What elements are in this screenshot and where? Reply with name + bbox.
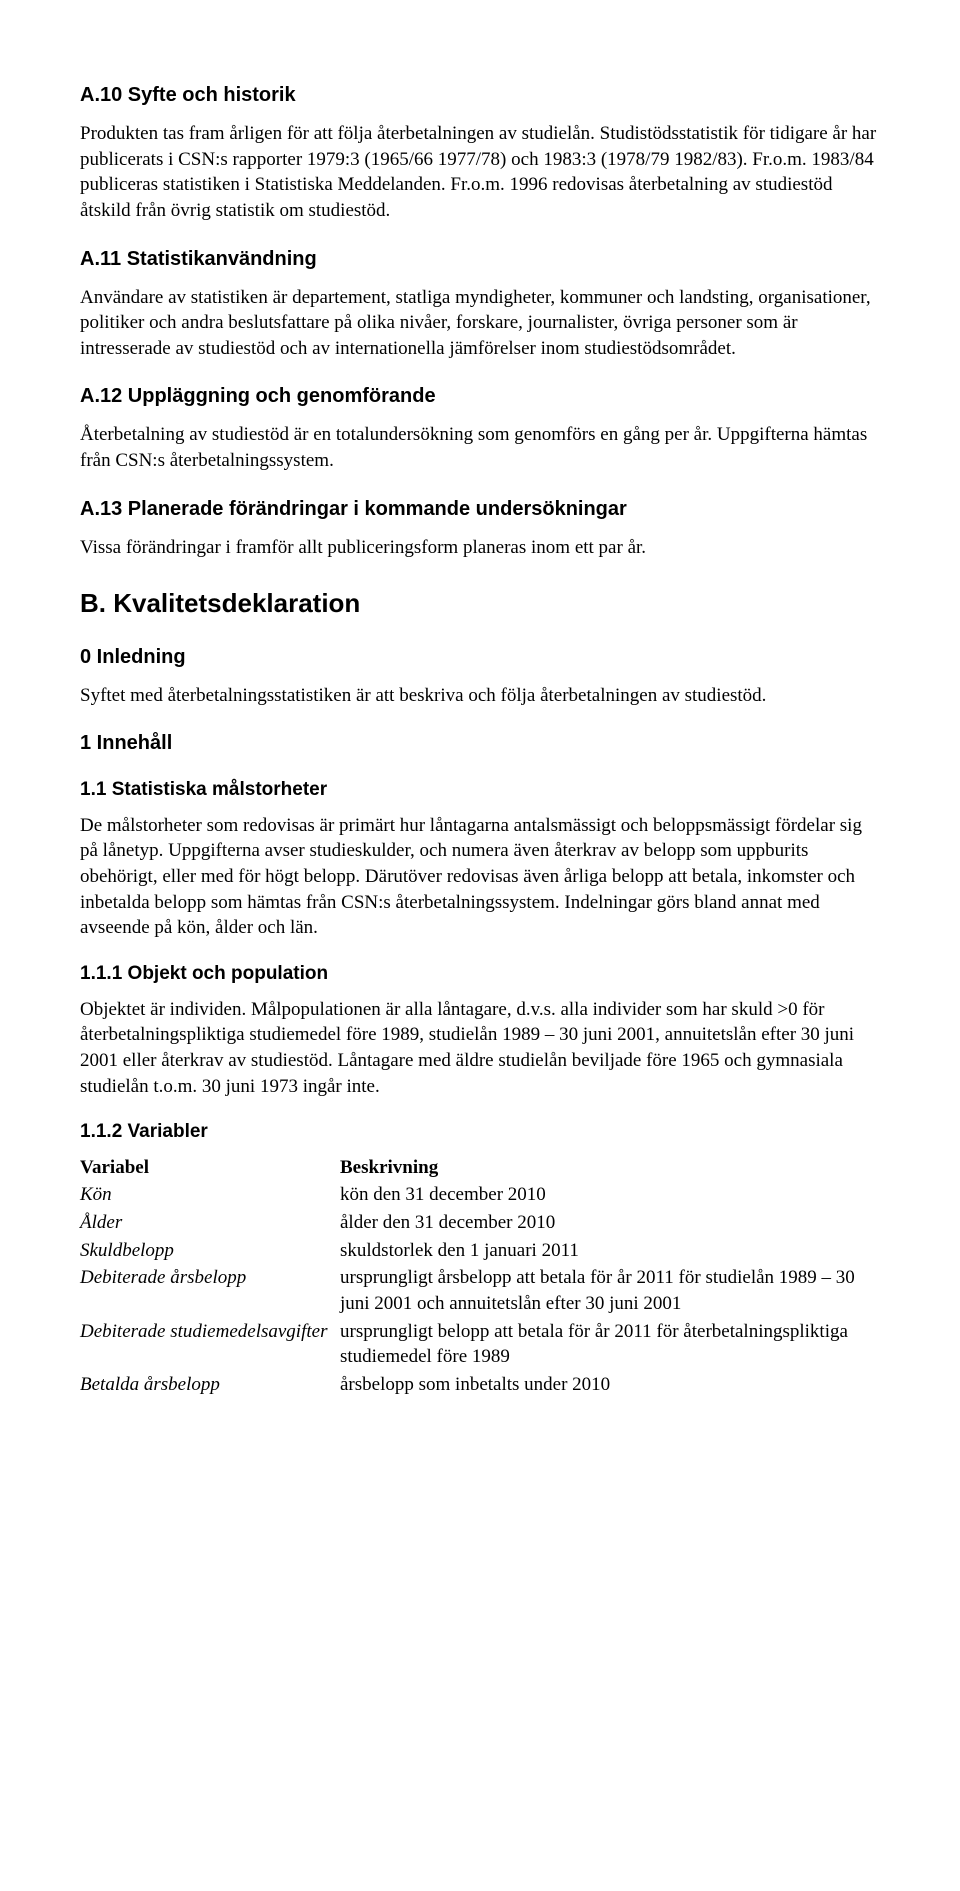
paragraph-1-1-1: Objektet är individen. Målpopulationen ä… <box>80 997 880 1100</box>
table-row: Betalda årsbelopp årsbelopp som inbetalt… <box>80 1372 880 1400</box>
heading-a12: A.12 Uppläggning och genomförande <box>80 383 880 410</box>
var-name: Kön <box>80 1182 340 1210</box>
heading-a11: A.11 Statistikanvändning <box>80 246 880 273</box>
paragraph-1-1: De målstorheter som redovisas är primärt… <box>80 813 880 941</box>
paragraph-a11: Användare av statistiken är departement,… <box>80 285 880 362</box>
table-row: Debiterade årsbelopp ursprungligt årsbel… <box>80 1265 880 1318</box>
paragraph-a12: Återbetalning av studiestöd är en totalu… <box>80 422 880 473</box>
col-header-variabel: Variabel <box>80 1155 340 1183</box>
heading-b: B. Kvalitetsdeklaration <box>80 586 880 621</box>
heading-a13: A.13 Planerade förändringar i kommande u… <box>80 496 880 523</box>
table-header-row: Variabel Beskrivning <box>80 1155 880 1183</box>
var-name: Debiterade årsbelopp <box>80 1265 340 1318</box>
var-desc: ursprungligt årsbelopp att betala för år… <box>340 1265 880 1318</box>
var-desc: skuldstorlek den 1 januari 2011 <box>340 1238 880 1266</box>
table-row: Debiterade studiemedelsavgifter ursprung… <box>80 1319 880 1372</box>
table-row: Skuldbelopp skuldstorlek den 1 januari 2… <box>80 1238 880 1266</box>
paragraph-0: Syftet med återbetalningsstatistiken är … <box>80 683 880 709</box>
var-name: Ålder <box>80 1210 340 1238</box>
paragraph-a10: Produkten tas fram årligen för att följa… <box>80 121 880 224</box>
heading-1-1-1: 1.1.1 Objekt och population <box>80 961 880 987</box>
heading-0: 0 Inledning <box>80 644 880 671</box>
var-name: Debiterade studiemedelsavgifter <box>80 1319 340 1372</box>
heading-1: 1 Innehåll <box>80 730 880 757</box>
heading-a10: A.10 Syfte och historik <box>80 82 880 109</box>
paragraph-a13: Vissa förändringar i framför allt public… <box>80 535 880 561</box>
variables-table: Variabel Beskrivning Kön kön den 31 dece… <box>80 1155 880 1400</box>
var-desc: kön den 31 december 2010 <box>340 1182 880 1210</box>
table-row: Ålder ålder den 31 december 2010 <box>80 1210 880 1238</box>
var-name: Betalda årsbelopp <box>80 1372 340 1400</box>
var-name: Skuldbelopp <box>80 1238 340 1266</box>
var-desc: årsbelopp som inbetalts under 2010 <box>340 1372 880 1400</box>
heading-1-1: 1.1 Statistiska målstorheter <box>80 777 880 803</box>
col-header-beskrivning: Beskrivning <box>340 1155 880 1183</box>
var-desc: ursprungligt belopp att betala för år 20… <box>340 1319 880 1372</box>
table-row: Kön kön den 31 december 2010 <box>80 1182 880 1210</box>
heading-1-1-2: 1.1.2 Variabler <box>80 1119 880 1145</box>
var-desc: ålder den 31 december 2010 <box>340 1210 880 1238</box>
